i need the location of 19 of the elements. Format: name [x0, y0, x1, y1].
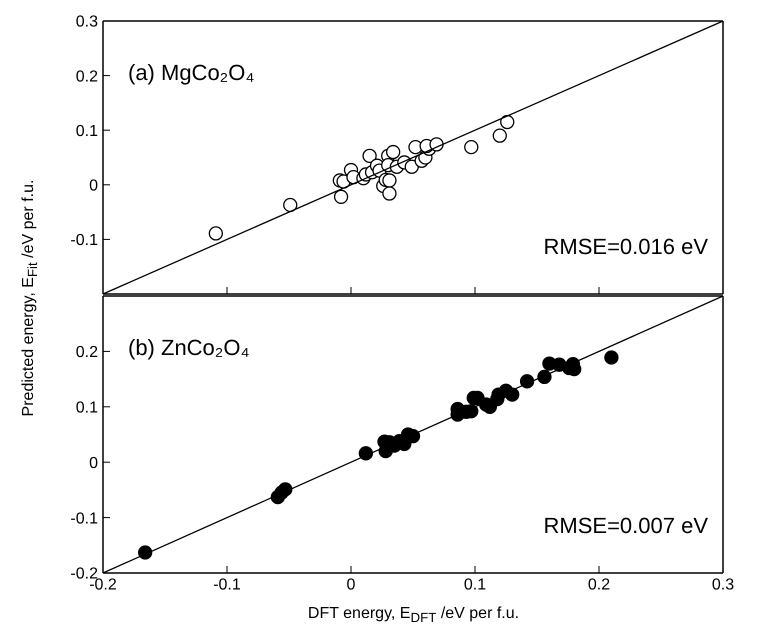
- y-tick-label: 0: [89, 454, 98, 472]
- y-tick-label: -0.1: [70, 510, 98, 528]
- annotation: (a) MgCo₂O₄: [128, 60, 254, 86]
- y-tick-label: 0.1: [76, 122, 98, 140]
- x-tick-label: -0.1: [213, 576, 241, 594]
- y-tick-label: 0.2: [76, 68, 98, 86]
- x-axis-title: DFT energy, E$_{DFT}$ /eV per f.u.: [306, 605, 520, 626]
- annotation: (b) ZnCo₂O₄: [128, 335, 250, 361]
- y-tick-label: -0.1: [70, 232, 98, 250]
- y-tick-label: 0.3: [76, 14, 98, 31]
- x-tick-label: 0: [346, 576, 356, 594]
- x-tick-label: 0.3: [712, 576, 734, 594]
- y-tick-label: 0.2: [76, 344, 98, 362]
- annotation: RMSE=0.007 eV: [544, 513, 708, 539]
- annotation: RMSE=0.016 eV: [544, 234, 708, 260]
- x-tick-label: 0.1: [464, 576, 486, 594]
- x-tick-label: 0.2: [588, 576, 610, 594]
- y-tick-label: 0.1: [76, 399, 98, 416]
- y-tick-label: 0: [89, 177, 98, 194]
